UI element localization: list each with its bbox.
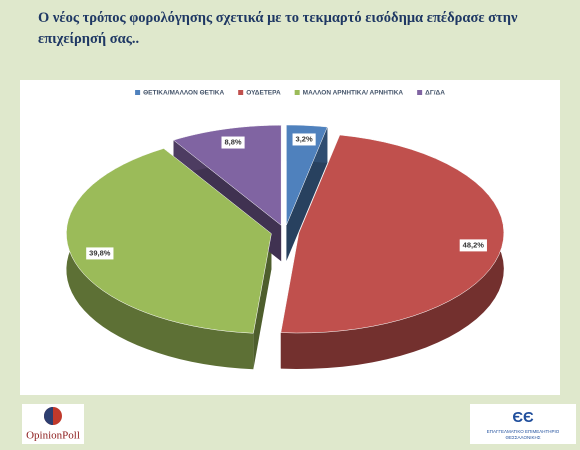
pie-slice (172, 125, 282, 226)
legend-label: ΟΥΔΕΤΕΡΑ (246, 90, 281, 97)
pie-slice (286, 124, 328, 226)
logo-text: OpinionPoll (26, 430, 80, 442)
data-label-box (459, 239, 487, 252)
data-label-box (292, 133, 316, 146)
logo-box (470, 404, 576, 444)
chart-title: Ο νέος τρόπος φορολόγησης σχετικά με το … (38, 10, 518, 47)
legend-item: ΜΑΛΛΟΝ ΑΡΝΗΤΙΚΑ/ ΑΡΝΗΤΙΚΑ (294, 90, 404, 97)
legend-label: ΔΓ/ΔΑ (425, 90, 445, 97)
logo-text: ΕΠΑΓΓΕΛΜΑΤΙΚΟ ΕΠΙΜΕΛΗΤΗΡΙΟ (487, 429, 560, 434)
data-label: 48,2% (463, 240, 485, 249)
data-label-box (86, 247, 114, 260)
legend-swatch (238, 90, 244, 95)
legend-swatch (294, 90, 300, 95)
legend-label: ΜΑΛΛΟΝ ΑΡΝΗΤΙΚΑ/ ΑΡΝΗΤΙΚΑ (303, 90, 404, 97)
logo-text: ΘΕΣΣΑΛΟΝΙΚΗΣ (505, 435, 540, 440)
data-labels: 3,2% 48,2% 39,8% 8,8% (86, 133, 487, 260)
legend: ΘΕΤΙΚΑ/ΜΑΛΛΟΝ ΘΕΤΙΚΑ ΟΥΔΕΤΕΡΑ ΜΑΛΛΟΝ ΑΡΝΗΤ… (135, 90, 445, 97)
pie-tops (66, 124, 505, 334)
legend-swatch (135, 90, 141, 95)
legend-item: ΔΓ/ΔΑ (417, 90, 445, 97)
data-label: 39,8% (89, 248, 111, 257)
data-label: 8,8% (225, 138, 242, 147)
pie-slice (66, 148, 272, 334)
legend-swatch (417, 90, 423, 95)
pie-side (253, 233, 272, 370)
legend-item: ΟΥΔΕΤΕΡΑ (238, 90, 281, 97)
legend-item: ΘΕΤΙΚΑ/ΜΑΛΛΟΝ ΘΕΤΙΚΑ (135, 90, 224, 97)
logo-icon (44, 407, 53, 425)
logo-icon: ЄЄ (512, 409, 534, 426)
pie-slice (280, 134, 505, 334)
legend-label: ΘΕΤΙΚΑ/ΜΑΛΛΟΝ ΘΕΤΙΚΑ (143, 90, 224, 97)
data-label-box (221, 136, 245, 149)
data-label: 3,2% (296, 134, 313, 143)
